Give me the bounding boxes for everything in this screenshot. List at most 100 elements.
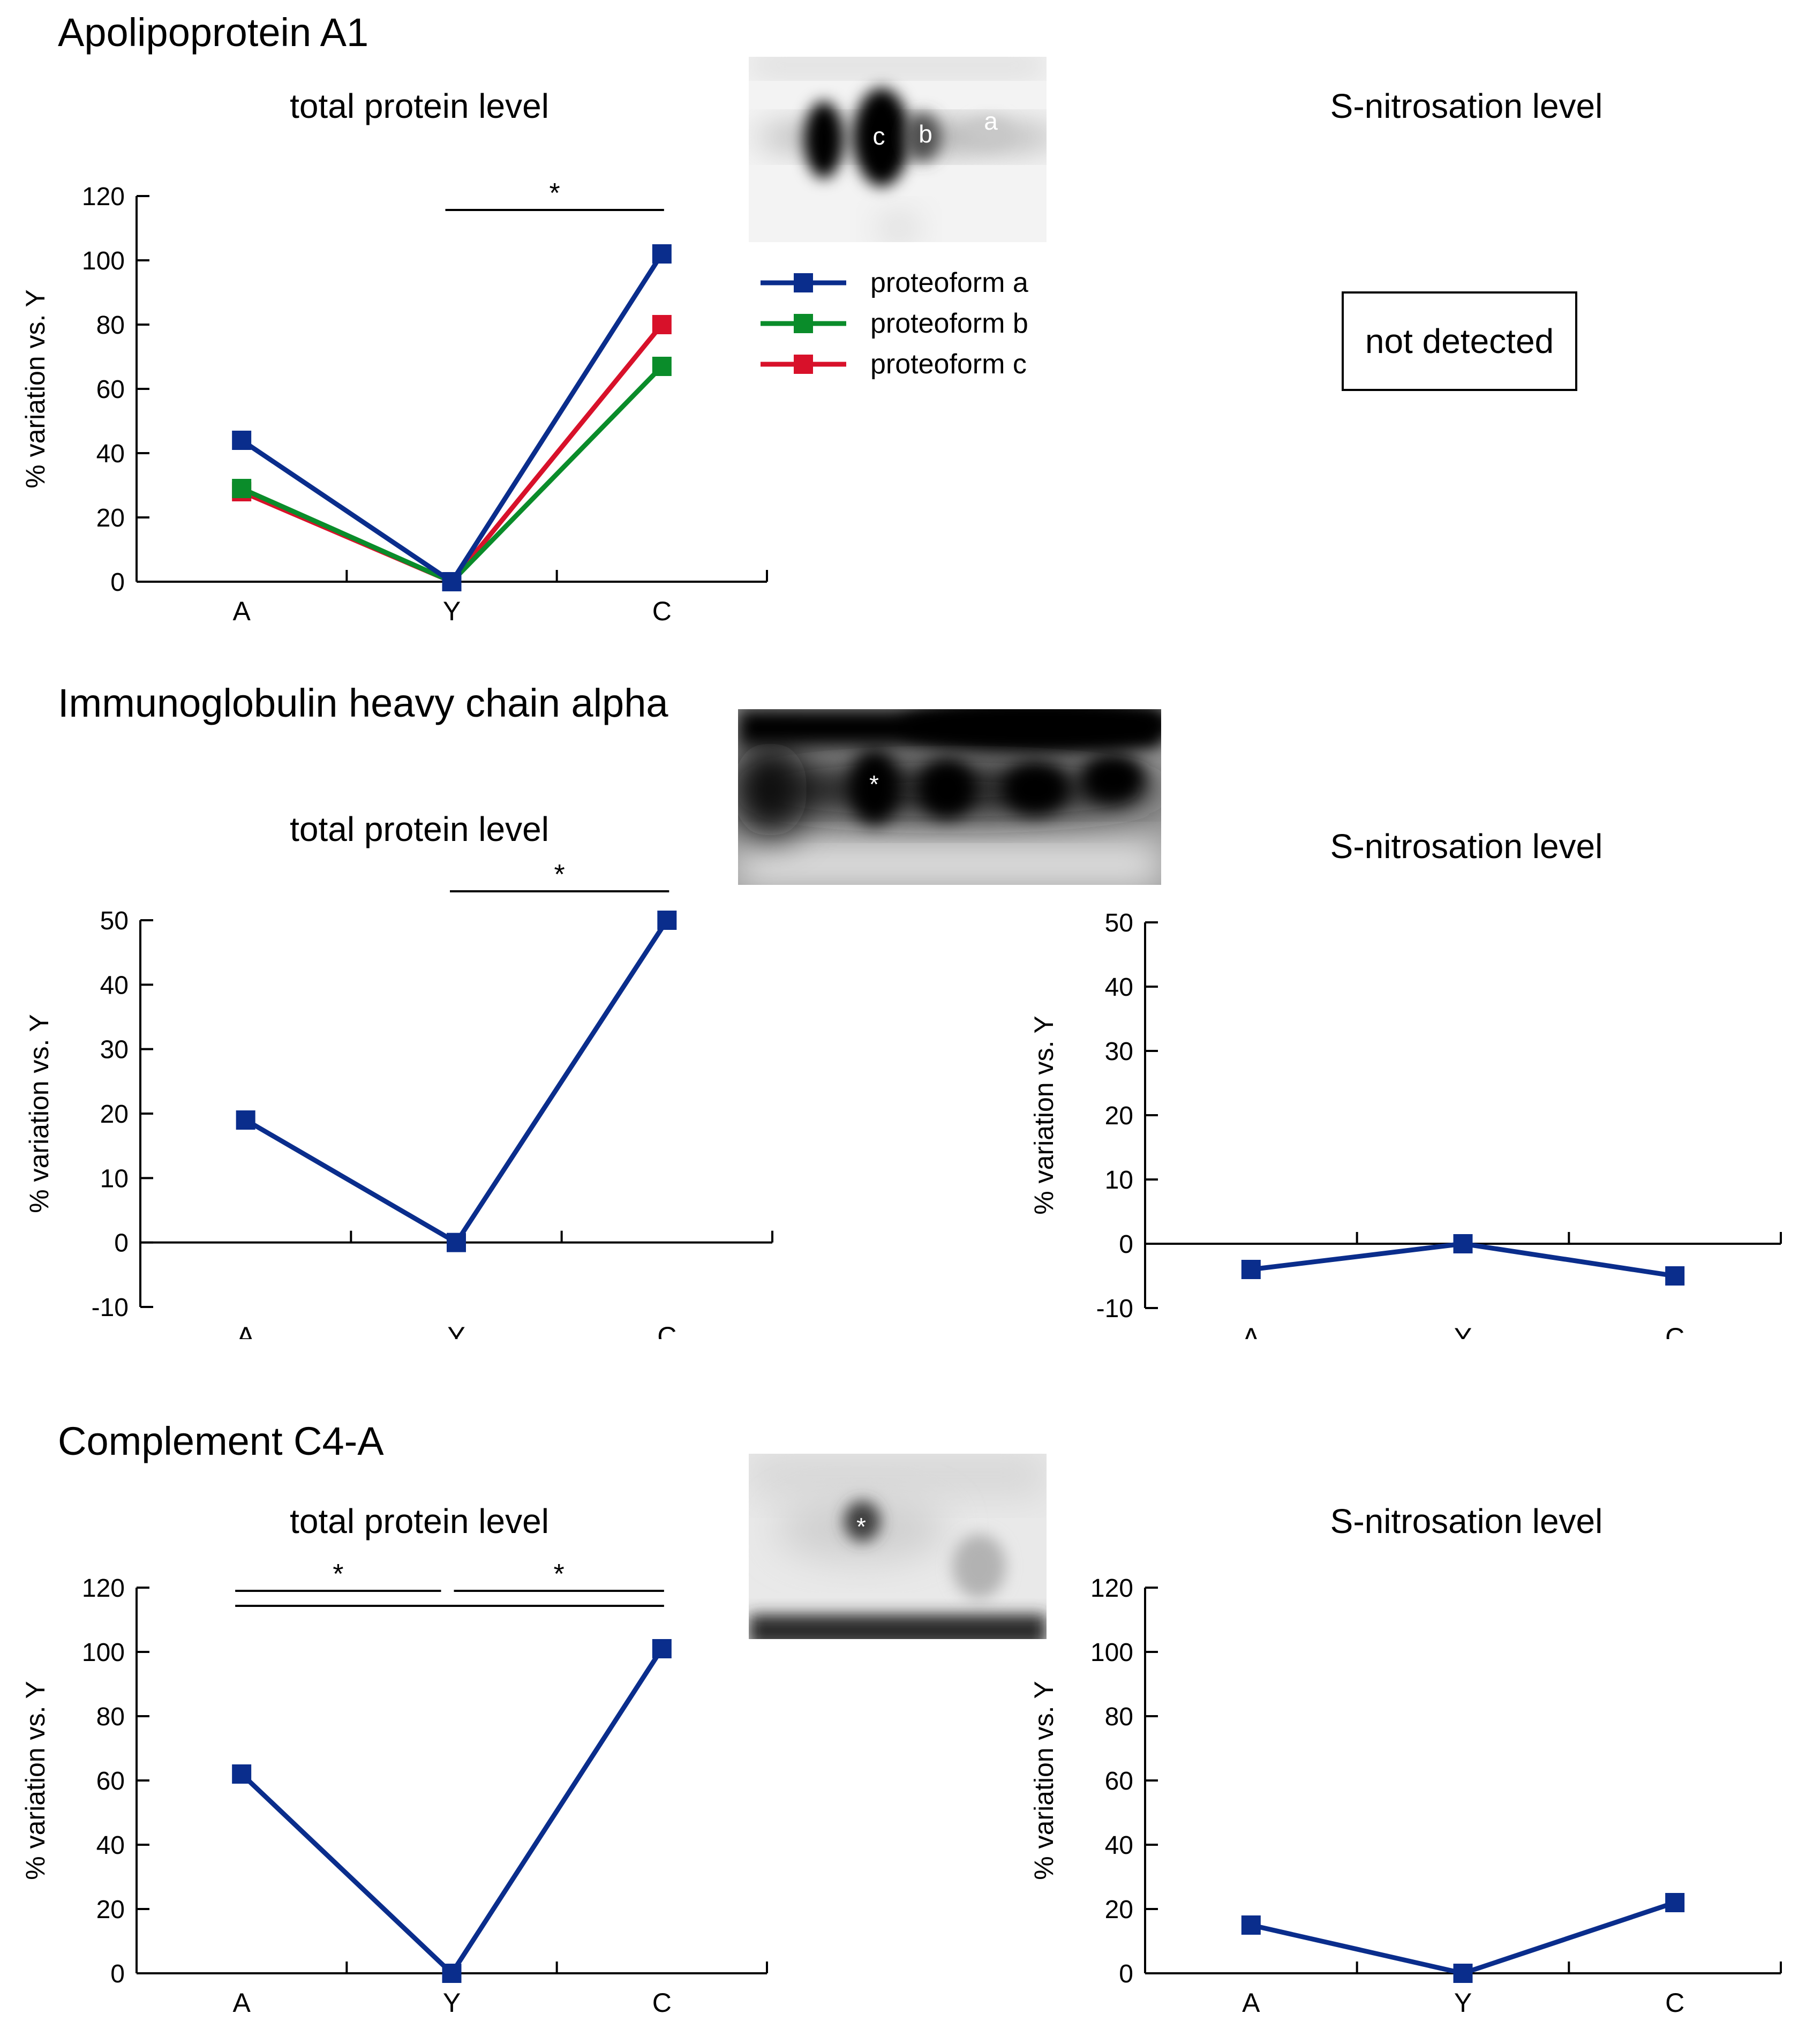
- igha-total-chart: -10 0 10 20 30 40 50 A Y C % variation vs. Y *: [24, 859, 773, 1339]
- data-point: [1453, 1234, 1473, 1253]
- x-tick-label: C: [1665, 1322, 1684, 1339]
- legend-label-a: proteoform a: [870, 267, 1028, 298]
- x-tick-label: C: [1665, 1988, 1684, 2018]
- y-tick-label: 120: [82, 1574, 125, 1603]
- significance-star: *: [333, 1559, 343, 1590]
- y-tick-label: 20: [1105, 1896, 1133, 1924]
- series-line-proteoform-a: [240, 252, 664, 584]
- data-point: [232, 431, 252, 450]
- apoa1-total-chart: 0 20 40 60 80 100 120 A Y C % variation vs. Y *: [20, 178, 768, 626]
- y-axis-label: % variation vs. Y: [24, 1014, 54, 1213]
- y-tick-label: 0: [114, 1229, 129, 1258]
- y-tick-label: 30: [1105, 1038, 1133, 1066]
- x-tick-label: Y: [1454, 1322, 1472, 1339]
- x-tick-label: Y: [443, 1988, 461, 2018]
- y-tick-label: 60: [1105, 1767, 1133, 1795]
- legend-label-b: proteoform b: [870, 308, 1028, 339]
- data-point: [442, 1964, 462, 1983]
- y-tick-label: 20: [1105, 1102, 1133, 1130]
- y-tick-label: 0: [1119, 1960, 1133, 1988]
- y-axis-label: % variation vs. Y: [20, 1681, 50, 1880]
- c4a-gel-image: *: [749, 1454, 1047, 1639]
- series-line-proteoform-c: [240, 323, 664, 584]
- data-point: [232, 1764, 252, 1784]
- c4a-total-chart: 0 20 40 60 80 100 120 A Y C % variation vs. Y * *: [20, 1559, 768, 2018]
- data-point: [652, 244, 672, 264]
- significance-star: *: [554, 1559, 565, 1590]
- y-tick-label: 50: [100, 907, 129, 935]
- y-tick-label: 10: [100, 1164, 129, 1193]
- section-title-apoa1: Apolipoprotein A1: [58, 10, 369, 55]
- data-point: [1665, 1893, 1685, 1912]
- y-tick-label: 80: [96, 1703, 125, 1731]
- y-tick-label: 10: [1105, 1166, 1133, 1194]
- series-line-total: [244, 919, 669, 1245]
- apoa1-gel-image: c b a: [749, 57, 1047, 242]
- y-tick-label: 60: [96, 375, 125, 404]
- y-tick-label: 100: [82, 247, 125, 275]
- data-point: [652, 1639, 672, 1658]
- data-point: [232, 479, 252, 498]
- y-tick-label: 0: [1119, 1230, 1133, 1259]
- y-tick-label: 0: [110, 568, 125, 597]
- y-tick-label: 100: [82, 1639, 125, 1667]
- igha-gel-image: *: [738, 709, 1161, 885]
- legend-swatch-a: [761, 273, 846, 292]
- data-point: [657, 911, 677, 930]
- legend-label-c: proteoform c: [870, 349, 1027, 380]
- y-tick-label: 20: [96, 1896, 125, 1924]
- c4a-snitro-title: S-nitrosation level: [1330, 1502, 1603, 1540]
- data-point: [652, 357, 672, 376]
- data-point: [1241, 1915, 1261, 1935]
- data-point: [442, 572, 462, 591]
- igha-gel-star: *: [869, 770, 879, 798]
- significance-star: *: [550, 178, 560, 209]
- data-point: [652, 315, 672, 334]
- section-title-igha: Immunoglobulin heavy chain alpha: [58, 681, 668, 725]
- x-tick-label: Y: [447, 1321, 465, 1339]
- y-axis-label: % variation vs. Y: [1034, 1016, 1059, 1214]
- igha-snitro-title: S-nitrosation level: [1330, 827, 1603, 866]
- x-tick-label: C: [652, 596, 672, 626]
- x-tick-label: A: [232, 1988, 251, 2018]
- data-point: [1241, 1260, 1261, 1279]
- c4a-total-title: total protein level: [290, 1502, 549, 1540]
- legend-swatch-c: [761, 355, 846, 374]
- y-tick-label: 40: [1105, 1831, 1133, 1860]
- y-tick-label: 40: [96, 440, 125, 468]
- y-tick-label: -10: [92, 1294, 129, 1322]
- gel-label-b: b: [919, 120, 932, 148]
- series-line-S-nitrosation: [1250, 1900, 1676, 1976]
- significance-star: *: [554, 859, 565, 890]
- y-tick-label: 0: [110, 1960, 125, 1988]
- x-tick-label: C: [657, 1321, 676, 1339]
- data-point: [236, 1110, 255, 1130]
- legend-swatch-b: [761, 314, 846, 333]
- y-tick-label: 120: [1090, 1574, 1133, 1603]
- apoa1-snitro-title: S-nitrosation level: [1330, 87, 1603, 125]
- y-tick-label: 20: [100, 1100, 129, 1129]
- y-tick-label: 40: [100, 971, 129, 1000]
- igha-gel-drawing: [738, 709, 1161, 885]
- series-line-total: [240, 1647, 664, 1976]
- y-axis-label: % variation vs. Y: [1034, 1681, 1059, 1880]
- y-tick-label: -10: [1096, 1295, 1133, 1323]
- gel-label-c: c: [872, 122, 885, 150]
- y-tick-label: 80: [96, 311, 125, 340]
- y-tick-label: 120: [82, 183, 125, 211]
- y-tick-label: 80: [1105, 1703, 1133, 1731]
- data-point: [447, 1233, 466, 1252]
- x-tick-label: C: [652, 1988, 672, 2018]
- y-tick-label: 50: [1105, 909, 1133, 937]
- y-tick-label: 40: [1105, 973, 1133, 1002]
- section-title-c4a: Complement C4-A: [58, 1419, 384, 1463]
- c4a-gel-drawing: [749, 1454, 1047, 1639]
- c4a-snitro-chart: 0 20 40 60 80 100 120 A Y C % variation vs. Y: [1034, 1574, 1782, 2018]
- igha-snitro-chart: -10 0 10 20 30 40 50 A Y C % variation vs. Y: [1034, 909, 1782, 1339]
- x-tick-label: Y: [1454, 1988, 1472, 2018]
- x-tick-label: Y: [443, 596, 461, 626]
- y-tick-label: 100: [1090, 1639, 1133, 1667]
- x-tick-label: A: [237, 1321, 255, 1339]
- c4a-gel-star: *: [856, 1513, 866, 1540]
- gel-label-a: a: [984, 107, 998, 135]
